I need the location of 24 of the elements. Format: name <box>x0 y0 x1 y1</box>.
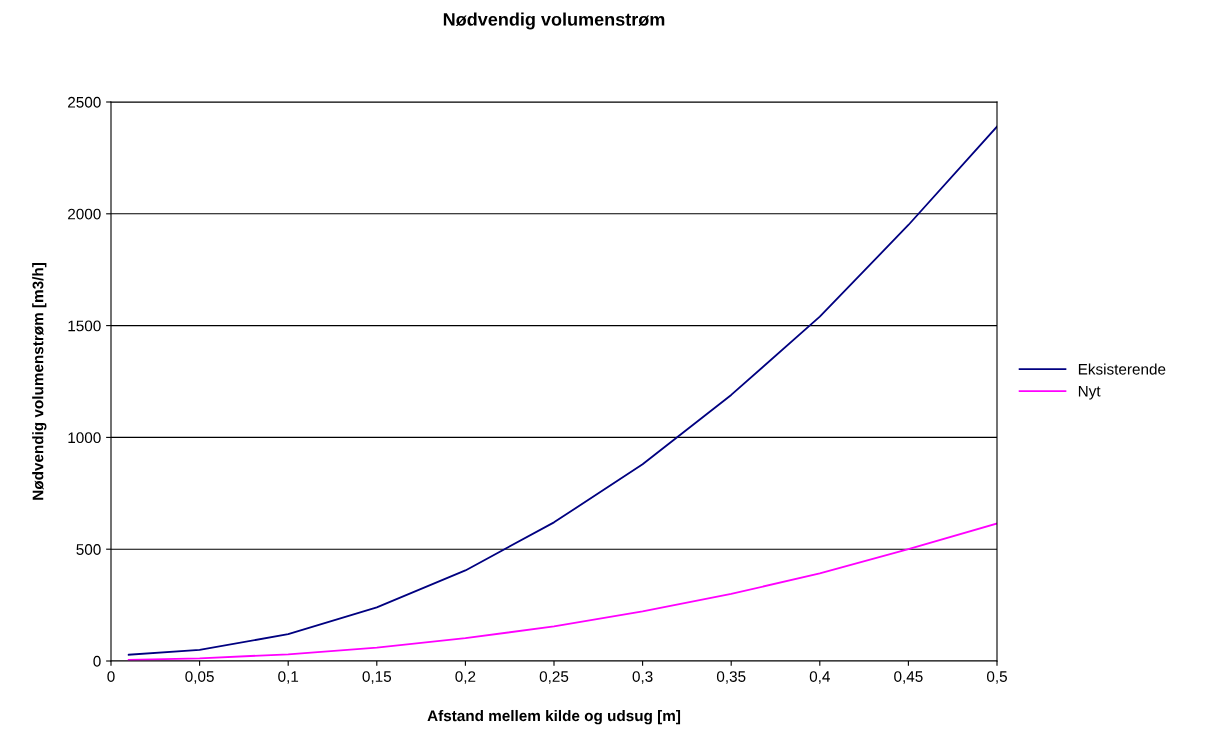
y-tick-label: 0 <box>93 655 101 667</box>
legend-label: Nyt <box>1078 385 1101 400</box>
x-tick-label: 0 <box>107 671 115 682</box>
y-tick-label: 500 <box>76 544 101 555</box>
x-tick-label: 0,45 <box>894 671 923 684</box>
x-tick-label: 0,05 <box>185 671 214 684</box>
y-tick-label: 1500 <box>68 320 101 332</box>
x-tick-label: 0,4 <box>809 671 830 684</box>
legend-label: Eksisterende <box>1078 363 1166 375</box>
chart-title: Nødvendig volumenstrøm <box>443 12 665 30</box>
x-tick-label: 0,5 <box>986 671 1007 684</box>
x-tick-label: 0,2 <box>455 671 476 684</box>
line-series <box>127 125 997 656</box>
x-tick-label: 0,1 <box>278 671 299 684</box>
x-tick-label: 0,15 <box>362 671 392 684</box>
y-tick-label: 1000 <box>68 432 101 444</box>
x-tick-label: 0,25 <box>539 671 569 684</box>
y-tick-label: 2000 <box>68 208 101 220</box>
y-axis-title: Nødvendig volumenstrøm [m3/h] <box>32 263 47 500</box>
x-tick-label: 0,35 <box>716 671 746 684</box>
y-tick-label: 2500 <box>68 96 101 108</box>
line-series <box>127 522 997 661</box>
x-axis-title: Afstand mellem kilde og udsug [m] <box>427 709 681 725</box>
x-tick-label: 0,3 <box>632 671 653 684</box>
